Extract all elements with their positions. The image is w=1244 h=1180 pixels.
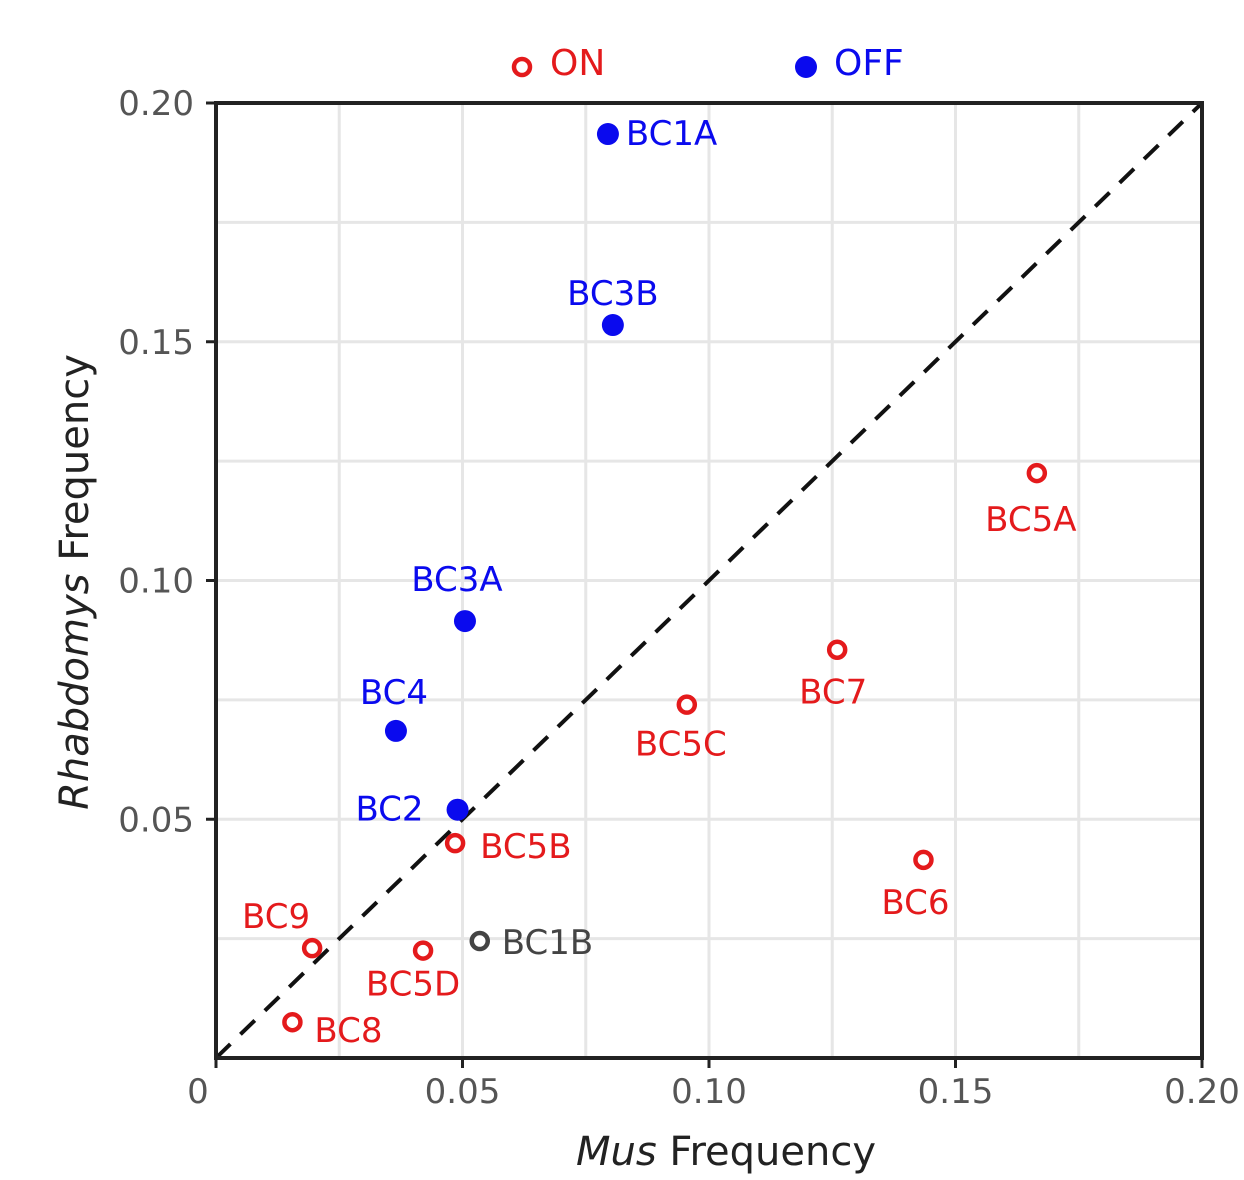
point-bc3a: [453, 610, 476, 633]
point-label-bc2: BC2: [355, 790, 423, 830]
point-bc7: [826, 639, 848, 660]
point-label-bc3a: BC3A: [411, 560, 502, 600]
point-bc8: [282, 1011, 303, 1033]
x-tick-label: 0.10: [671, 1072, 747, 1112]
point-bc3b: [601, 314, 624, 337]
x-axis-label: Mus Frequency: [576, 1129, 876, 1175]
legend-marker-on: [511, 56, 533, 78]
point-label-bc5a: BC5A: [985, 500, 1076, 540]
x-axis-label-italic: Mus: [576, 1129, 657, 1175]
x-tick-label: 0.05: [425, 1072, 501, 1112]
point-label-bc5c: BC5C: [635, 725, 727, 765]
grid: [216, 103, 1202, 1058]
point-bc6: [913, 849, 934, 871]
point-bc5c: [676, 694, 698, 715]
point-label-bc7: BC7: [799, 673, 867, 713]
point-label-bc8: BC8: [314, 1011, 382, 1051]
point-label-bc9: BC9: [242, 897, 310, 937]
x-axis-label-rest: Frequency: [657, 1129, 876, 1175]
point-bc2: [446, 798, 469, 821]
point-bc9: [301, 937, 323, 959]
point-label-bc4: BC4: [360, 673, 428, 713]
point-bc5a: [1026, 462, 1048, 484]
legend: ON OFF: [511, 43, 904, 84]
legend-marker-off: [795, 56, 817, 78]
legend-label-on: ON: [550, 43, 605, 84]
point-bc1b: [469, 930, 491, 952]
y-axis-label: Rhabdomys Frequency: [52, 354, 98, 810]
y-tick-label: 0.15: [118, 323, 194, 363]
y-axis-label-italic: Rhabdomys: [52, 573, 98, 809]
data-points: BC1A BC3B BC3A BC4 BC2 BC5A BC7 BC5C BC5B BC6 BC9 B…: [242, 114, 1076, 1051]
point-label-bc1a: BC1A: [626, 114, 717, 154]
x-tick-label: 0.20: [1164, 1072, 1240, 1112]
point-bc4: [384, 719, 407, 742]
point-label-bc5d: BC5D: [366, 965, 460, 1005]
y-tick-label: 0.05: [118, 800, 194, 840]
point-label-bc6: BC6: [881, 883, 949, 923]
point-bc1a: [596, 123, 619, 146]
point-bc5d: [412, 940, 434, 961]
axis-ticks: 0 0.05 0.10 0.15 0.20 0.05 0.10 0.15 0.20: [118, 84, 1240, 1112]
point-label-bc5b: BC5B: [480, 827, 571, 867]
y-axis-label-rest: Frequency: [52, 354, 98, 573]
point-label-bc3b: BC3B: [567, 274, 658, 314]
identity-reference-line: [214, 101, 1204, 1060]
x-tick-label: 0.15: [918, 1072, 994, 1112]
legend-label-off: OFF: [834, 43, 904, 84]
y-tick-label: 0.10: [118, 562, 194, 602]
point-label-bc1b: BC1B: [502, 923, 593, 963]
x-tick-label: 0: [187, 1072, 209, 1112]
y-tick-label: 0.20: [118, 84, 194, 124]
point-bc5b: [444, 832, 466, 854]
